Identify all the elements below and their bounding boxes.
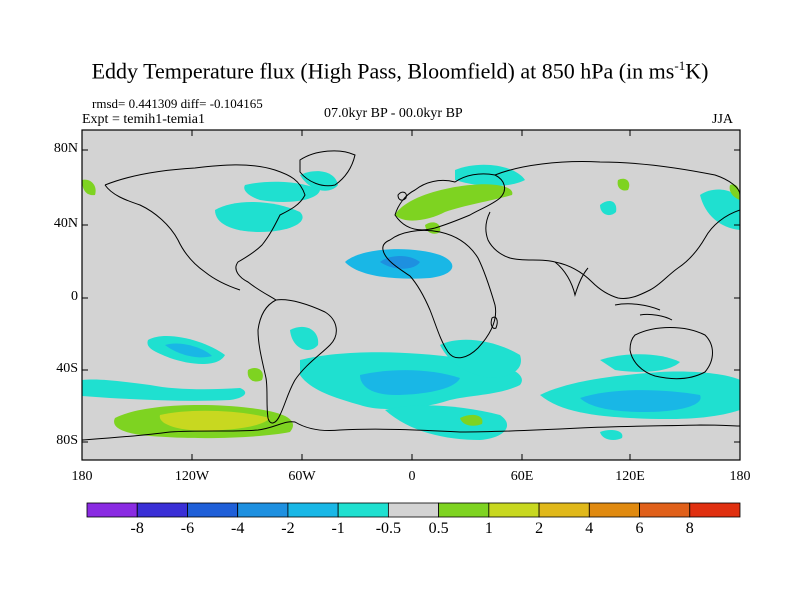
coastline-antarctica: [82, 421, 740, 441]
lon-label: 0: [408, 469, 416, 484]
anomaly-fields: [82, 164, 740, 440]
title-tail: K): [685, 58, 709, 84]
colorbar: [86, 502, 741, 518]
anomaly-patch: [82, 179, 96, 196]
lat-label: 80N: [53, 141, 78, 156]
lon-label: 180: [71, 469, 93, 484]
anomaly-patch: [385, 405, 508, 440]
colorbar-label: 8: [685, 520, 694, 537]
coastline-greenland: [299, 150, 356, 187]
colorbar-label: 6: [635, 520, 644, 537]
anomaly-patch: [617, 178, 630, 191]
lon-label: 120E: [615, 469, 645, 484]
longitude-ticks: [81, 130, 741, 460]
experiment-text: Expt = temih1-temia1: [82, 112, 205, 127]
coastline-indonesia: [614, 303, 673, 321]
colorbar-swatch: [588, 502, 640, 518]
rmsd-diff-text: rmsd= 0.441309 diff= -0.104165: [92, 96, 263, 111]
anomaly-patch: [159, 410, 270, 431]
colorbar-label: -0.5: [375, 520, 402, 537]
anomaly-patch: [455, 164, 525, 186]
anomaly-patch: [395, 184, 513, 221]
anomaly-patch: [380, 256, 420, 269]
coastline-uk: [397, 191, 407, 201]
coastline-india: [554, 261, 589, 297]
anomaly-patch: [460, 414, 483, 426]
coastline-africa: [382, 229, 497, 359]
period-text: 07.0kyr BP - 00.0kyr BP: [324, 106, 463, 121]
anomaly-patch: [360, 370, 460, 395]
anomaly-patch: [600, 354, 680, 372]
anomaly-patch: [440, 339, 521, 378]
anomaly-patch: [290, 326, 319, 350]
anomaly-patch: [600, 200, 617, 216]
lon-label: 60E: [510, 469, 534, 484]
lon-label: 60W: [288, 469, 316, 484]
lat-label: 80S: [56, 433, 78, 448]
latitude-ticks: [82, 149, 740, 443]
colorbar-label: -8: [130, 520, 144, 537]
map-title: Eddy Temperature flux (High Pass, Bloomf…: [0, 58, 800, 84]
anomaly-patch: [600, 430, 623, 440]
anomaly-patch: [580, 390, 701, 412]
coastline-north-america-west: [104, 184, 241, 291]
lat-label: 40S: [56, 361, 78, 376]
colorbar-label: 2: [535, 520, 544, 537]
coastline-north-america: [104, 164, 306, 301]
colorbar-swatch: [639, 502, 691, 518]
lon-label: 180: [729, 469, 751, 484]
colorbar-swatch: [387, 502, 440, 518]
coastline-south-america: [257, 299, 337, 424]
colorbar-swatch: [287, 502, 339, 518]
colorbar-swatch: [337, 502, 389, 518]
map-frame: [81, 129, 741, 461]
colorbar-label: -1: [331, 520, 345, 537]
colorbar-swatch: [689, 502, 741, 518]
colorbar-swatch: [237, 502, 289, 518]
colorbar-label: 4: [585, 520, 594, 537]
colorbar-swatch: [136, 502, 188, 518]
colorbar-swatch: [488, 502, 540, 518]
season-text: JJA: [712, 112, 734, 127]
anomaly-patch: [700, 189, 740, 230]
colorbar-label: -2: [281, 520, 295, 537]
coastline-europe: [394, 173, 506, 231]
lon-label: 120W: [174, 469, 210, 484]
title-main: Eddy Temperature flux (High Pass, Bloomf…: [91, 58, 675, 84]
anomaly-patch: [215, 201, 303, 232]
colorbar-label: -4: [231, 520, 245, 537]
lat-label: 0: [71, 289, 78, 304]
colorbar-label: -6: [180, 520, 195, 537]
colorbar-swatch: [86, 502, 138, 518]
anomaly-patch: [165, 343, 212, 358]
colorbar-swatch: [438, 502, 490, 518]
coastline-asia: [485, 161, 740, 299]
colorbar-label: 0.5: [428, 520, 449, 537]
colorbar-swatch: [187, 502, 239, 518]
anomaly-patch: [82, 379, 246, 401]
colorbar-label: 1: [484, 520, 493, 537]
lat-label: 40N: [53, 216, 78, 231]
anomaly-patch: [247, 368, 263, 382]
coastline-madagascar: [490, 316, 498, 329]
colorbar-swatch: [538, 502, 590, 518]
title-superscript: -1: [674, 58, 686, 73]
coastline-australia: [629, 327, 713, 380]
coastlines: [82, 150, 740, 441]
